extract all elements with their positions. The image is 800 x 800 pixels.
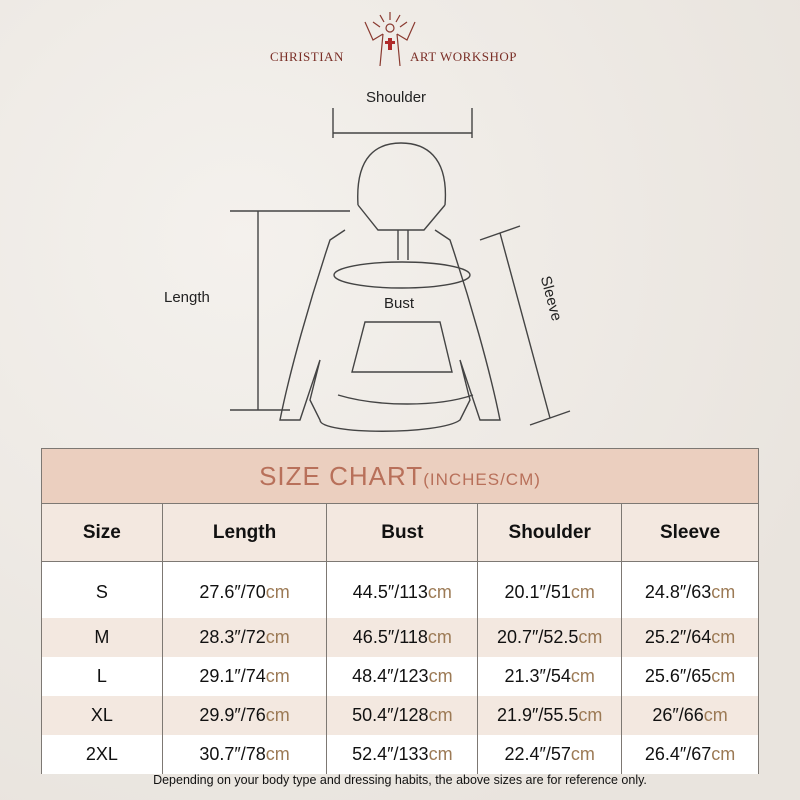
measure-cell: 26.4″/67cm — [621, 735, 759, 774]
brand-left: CHRISTIAN — [270, 49, 344, 64]
table-row: M 28.3″/72cm 46.5″/118cm 20.7″/52.5cm 25.2″/… — [41, 618, 759, 657]
header-size: Size — [41, 503, 163, 562]
size-chart-title: SIZE CHART(INCHES/CM) — [41, 448, 759, 504]
table-row: 2XL 30.7″/78cm 52.4″/133cm 22.4″/57cm 26.4″/… — [41, 735, 759, 774]
shoulder-measure-line — [332, 108, 473, 138]
header-row: Size Length Bust Shoulder Sleeve — [41, 503, 759, 562]
measure-cell: 46.5″/118cm — [326, 618, 479, 657]
sleeve-measure-line — [479, 225, 571, 426]
table-row: XL 29.9″/76cm 50.4″/128cm 21.9″/55.5cm 26″/6… — [41, 696, 759, 735]
length-measure-line — [230, 210, 350, 411]
length-label: Length — [164, 289, 210, 306]
measure-cell: 29.9″/76cm — [161, 696, 328, 735]
size-cell: S — [41, 561, 163, 618]
measure-cell: 29.1″/74cm — [161, 657, 328, 696]
measure-cell: 48.4″/123cm — [326, 657, 479, 696]
measure-cell: 22.4″/57cm — [477, 735, 623, 774]
measure-cell: 30.7″/78cm — [161, 735, 328, 774]
hoodie-outline — [279, 142, 501, 432]
header-shoulder: Shoulder — [477, 503, 623, 562]
measure-cell: 44.5″/113cm — [326, 561, 479, 618]
brand-right: ART WORKSHOP — [410, 49, 517, 64]
measure-cell: 52.4″/133cm — [326, 735, 479, 774]
reference-note: Depending on your body type and dressing… — [153, 773, 647, 787]
size-chart-table: SIZE CHART(INCHES/CM) Size Length Bust S… — [41, 448, 759, 774]
measure-cell: 50.4″/128cm — [326, 696, 479, 735]
measure-cell: 26″/66cm — [621, 696, 759, 735]
size-cell: XL — [41, 696, 163, 735]
header-length: Length — [161, 503, 328, 562]
measure-cell: 24.8″/63cm — [621, 561, 759, 618]
measure-cell: 21.9″/55.5cm — [477, 696, 623, 735]
size-cell: 2XL — [41, 735, 163, 774]
hoodie-diagram — [230, 108, 571, 432]
christ-figure-icon — [364, 12, 416, 67]
size-cell: L — [41, 657, 163, 696]
table-row: S 27.6″/70cm 44.5″/113cm 20.1″/51cm 24.8″/63… — [41, 561, 759, 618]
measure-cell: 20.1″/51cm — [477, 561, 623, 618]
bust-label: Bust — [384, 295, 415, 312]
measure-cell: 28.3″/72cm — [161, 618, 328, 657]
measure-cell: 20.7″/52.5cm — [477, 618, 623, 657]
header-bust: Bust — [326, 503, 479, 562]
size-cell: M — [41, 618, 163, 657]
measure-cell: 27.6″/70cm — [161, 561, 328, 618]
bust-measure — [333, 261, 471, 289]
table-row: L 29.1″/74cm 48.4″/123cm 21.3″/54cm 25.6″/65… — [41, 657, 759, 696]
header-sleeve: Sleeve — [621, 503, 759, 562]
shoulder-label: Shoulder — [366, 89, 427, 106]
brand-logo: CHRISTIAN ART WORKSHOP — [260, 10, 540, 70]
measure-cell: 25.2″/64cm — [621, 618, 759, 657]
measure-cell: 25.6″/65cm — [621, 657, 759, 696]
measure-cell: 21.3″/54cm — [477, 657, 623, 696]
